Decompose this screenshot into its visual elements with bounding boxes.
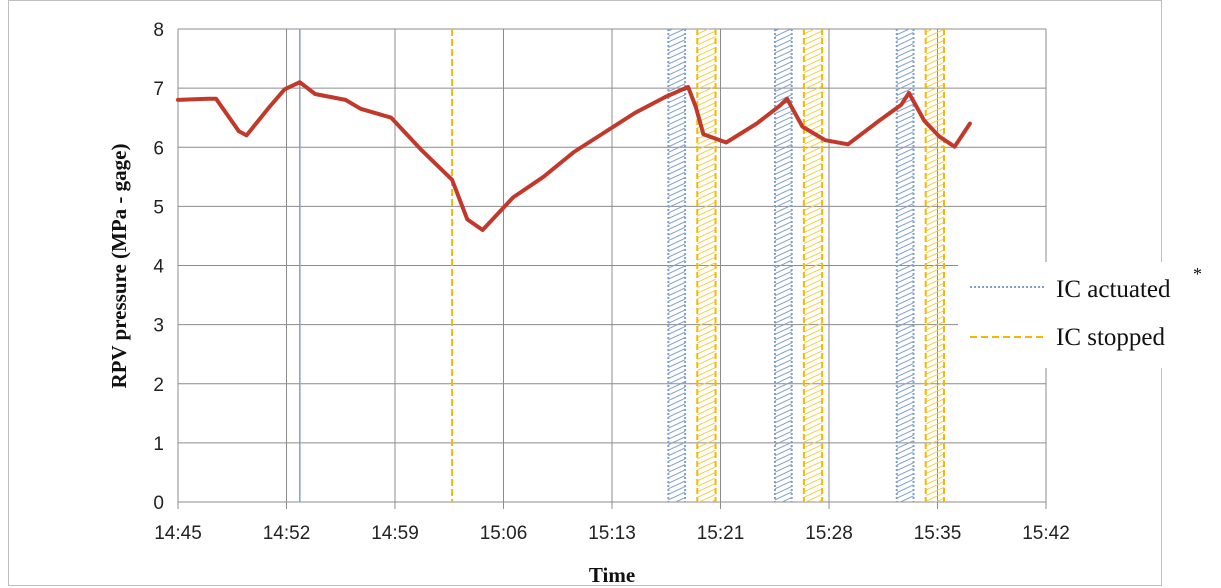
x-tick-15-13: 15:13 [588,523,636,544]
y-tick-1: 1 [153,434,164,455]
y-tick-4: 4 [153,257,164,278]
y-tick-8: 8 [153,20,164,41]
x-tick-15-21: 15:21 [697,523,745,544]
y-tick-0: 0 [153,493,164,514]
ic-actuated-band-1-fill [774,29,792,502]
rpv-pressure-line [176,80,972,232]
legend-background [958,262,1210,368]
x-tick-labels: 14:45 14:52 14:59 15:06 15:13 15:21 15:28 15:35… [154,523,1070,544]
ic-actuated-band-0-fill [668,29,686,502]
x-axis-title: Time [589,563,635,587]
ic-stopped-band-0-fill [697,29,716,502]
x-tick-14-59: 14:59 [371,523,419,544]
x-tick-15-35: 15:35 [914,523,962,544]
series-layer [176,80,972,232]
legend-label-ic-stopped: IC stopped [1056,324,1166,351]
gridlines [177,28,1047,509]
x-tick-15-28: 15:28 [805,523,853,544]
y-tick-5: 5 [153,197,164,218]
y-tick-labels: 0 1 2 3 4 5 6 7 8 [153,20,164,514]
x-tick-15-42: 15:42 [1022,523,1070,544]
ic-stopped-band-1-fill [803,29,823,502]
y-tick-3: 3 [153,316,164,337]
y-axis-title: RPV pressure (MPa - gage) [107,144,131,389]
y-tick-6: 6 [153,138,164,159]
x-tick-15-06: 15:06 [480,523,528,544]
y-tick-7: 7 [153,79,164,100]
legend-label-ic-actuated: IC actuated [1056,276,1171,303]
x-tick-14-45: 14:45 [154,523,202,544]
legend-footnote-marker: * [1193,264,1202,284]
ic-actuated-band-2-fill [896,29,914,502]
ic-event-markers [299,29,945,502]
ic-stopped-band-2-fill [925,29,944,502]
y-tick-2: 2 [153,375,164,396]
legend: IC actuated * IC stopped [958,262,1210,368]
x-tick-14-52: 14:52 [263,523,311,544]
